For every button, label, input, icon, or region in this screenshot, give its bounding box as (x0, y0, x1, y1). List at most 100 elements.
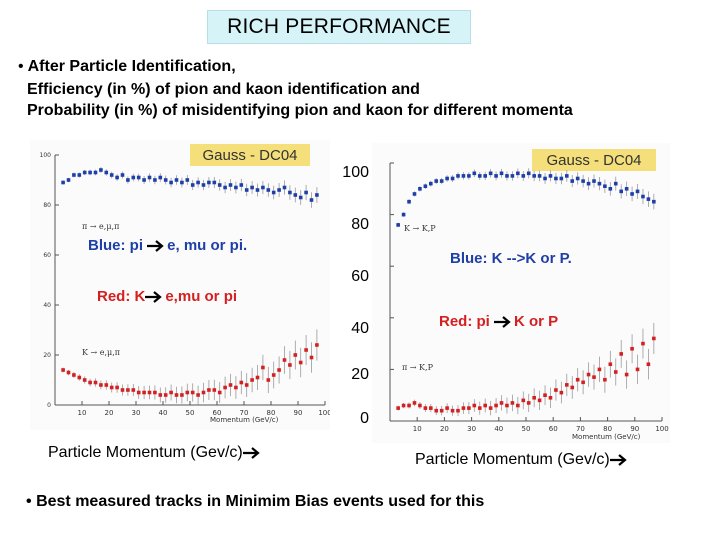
blue-data-point (304, 190, 308, 195)
intro-line-2: Efficiency (in %) of pion and kaon ident… (27, 81, 420, 98)
right-data-points (396, 168, 656, 417)
red-data-point (234, 385, 238, 390)
red-data-point (293, 353, 298, 357)
red-data-point (185, 390, 190, 395)
red-data-point (597, 367, 602, 372)
intro-line-1: After Particle Identification, (27, 58, 236, 75)
blue-data-point (250, 185, 254, 190)
red-data-point (120, 388, 125, 392)
red-data-point (315, 343, 319, 347)
blue-data-point (142, 178, 146, 182)
blue-data-point (104, 170, 109, 175)
blue-data-point (516, 171, 520, 176)
blue-data-point (608, 187, 613, 191)
left-blue-note: Blue: pi e, mu or pi. (88, 237, 247, 254)
red-data-point (412, 401, 417, 405)
red-data-point (418, 403, 422, 408)
red-data-point (608, 362, 613, 367)
red-data-point (115, 385, 119, 390)
red-data-point (477, 406, 482, 410)
right-axis-label: Momentum (GeV/c) (572, 433, 641, 441)
blue-data-point (147, 175, 152, 180)
slide-title-box: RICH PERFORMANCE (207, 10, 471, 44)
red-data-point (266, 378, 271, 382)
red-data-point (99, 383, 103, 387)
blue-data-point (82, 170, 87, 175)
blue-data-point (120, 173, 125, 177)
blue-data-point (624, 187, 629, 191)
red-data-point (429, 406, 433, 410)
left-badge-bg (190, 144, 310, 166)
footer-text: Best measured tracks in Minimim Bias eve… (36, 493, 485, 510)
red-data-point (581, 380, 585, 385)
blue-data-point (201, 183, 206, 187)
left-plot-panel: Gauss - DC04 10 20 30 40 50 60 70 80 90 100 0 20 40 6… (30, 140, 330, 430)
red-data-point (537, 398, 542, 403)
red-data-point (82, 378, 87, 382)
blue-data-point (483, 174, 487, 178)
red-data-point (77, 375, 82, 380)
red-data-point (532, 395, 536, 400)
blue-data-point (66, 178, 71, 182)
arrow-right-icon (242, 446, 260, 459)
red-data-point (467, 406, 471, 410)
red-data-point (207, 388, 211, 392)
blue-data-point (77, 173, 82, 177)
red-data-point (543, 393, 547, 397)
blue-data-point (548, 174, 553, 178)
left-badge: Gauss - DC04 (202, 147, 297, 164)
blue-data-point (532, 174, 536, 178)
x-tick-label: 30 (467, 425, 476, 433)
blue-data-point (635, 189, 640, 194)
red-data-point (126, 388, 130, 392)
red-data-point (66, 370, 71, 375)
red-data-point (570, 385, 575, 390)
y-tick-label: 80 (43, 202, 51, 209)
blue-data-point (494, 174, 498, 178)
y-tick-label: 20 (43, 352, 51, 359)
red-data-point (190, 390, 195, 395)
red-data-point (434, 408, 439, 413)
red-data-point (565, 383, 569, 387)
red-data-point (142, 390, 146, 395)
red-data-point (174, 393, 179, 397)
left-red-note-tail: e,mu or pi (165, 288, 238, 305)
red-data-point (450, 408, 455, 413)
blue-data-point (169, 180, 173, 185)
right-red-note: Red: pi K or P (439, 313, 558, 330)
red-data-point (505, 403, 509, 408)
blue-data-point (261, 185, 265, 190)
blue-data-point (641, 194, 645, 199)
x-tick-label: 30 (132, 409, 141, 417)
x-tick-label: 40 (494, 425, 503, 433)
intro-line-3: Probability (in %) of misidentifying pio… (27, 102, 573, 119)
right-badge: Gauss - DC04 (546, 152, 641, 169)
blue-data-point (439, 179, 444, 183)
red-data-point (510, 401, 515, 405)
y-tick-label: 60 (43, 252, 51, 259)
blue-data-point (115, 175, 119, 180)
red-data-point (282, 358, 287, 362)
blue-data-point (217, 183, 222, 187)
blue-data-point (619, 189, 623, 194)
red-data-point (153, 390, 157, 395)
blue-data-point (429, 181, 433, 186)
left-red-note-head: Red: K (97, 288, 146, 305)
left-blue-note-tail: e, mu or pi. (167, 237, 248, 254)
red-data-point (635, 367, 640, 372)
red-data-point (592, 375, 596, 379)
red-data-point (624, 372, 629, 377)
blue-data-point (244, 188, 249, 192)
blue-data-point (93, 170, 98, 175)
x-tick-label: 70 (240, 409, 249, 417)
blue-data-point (401, 212, 406, 217)
red-data-point (646, 362, 651, 367)
ytick-20: 20 (351, 366, 369, 383)
blue-data-point (282, 185, 287, 190)
left-axis-label: Momentum (GeV/c) (210, 416, 279, 424)
footer-note: • Best measured tracks in Minimim Bias e… (26, 492, 484, 512)
blue-data-point (630, 192, 634, 196)
red-data-point (239, 380, 244, 385)
x-tick-label: 20 (440, 425, 449, 433)
blue-data-point (597, 181, 602, 186)
